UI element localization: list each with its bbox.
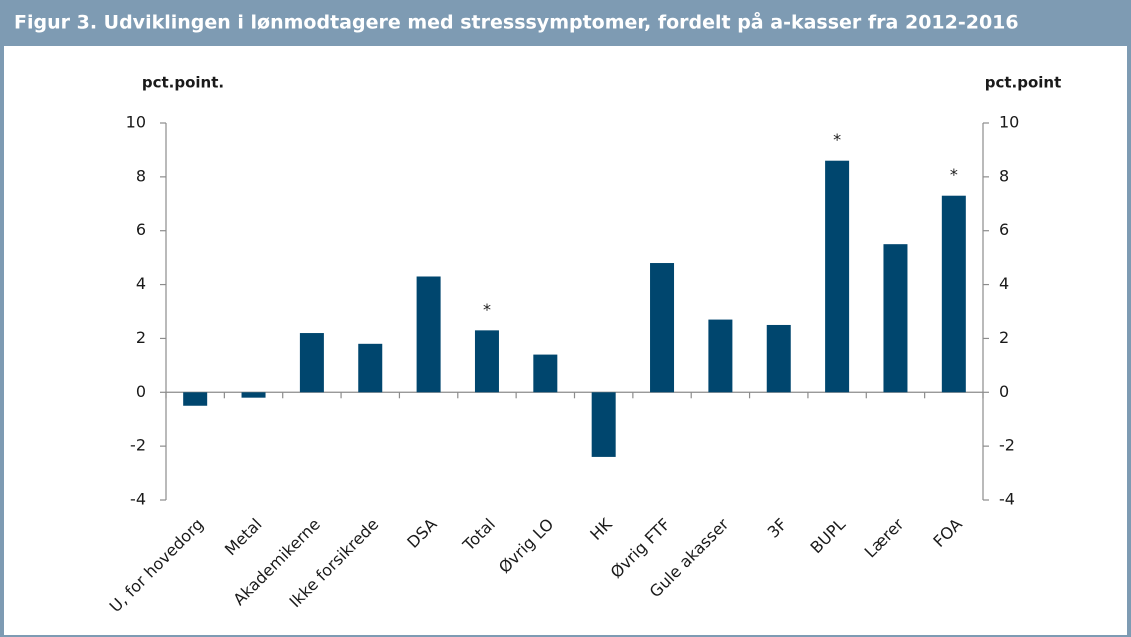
bar [474, 330, 499, 393]
y-tick-label: 0 [136, 382, 146, 401]
y-tick-label: 10 [126, 113, 146, 132]
bar [299, 333, 324, 393]
y-tick-label: 2 [136, 328, 146, 347]
bar [183, 392, 208, 406]
x-tick-label: DSA [403, 515, 440, 552]
y2-tick-label: 8 [999, 166, 1009, 185]
y2-axis-label: pct.point [985, 74, 1062, 92]
y2-tick-label: 0 [999, 382, 1009, 401]
y-tick-label: 4 [136, 274, 146, 293]
x-tick-label: U, for hovedorg [106, 515, 208, 617]
annotation: * [950, 165, 958, 184]
bar [708, 319, 733, 393]
x-tick-label: Øvrig LO [495, 515, 557, 577]
x-tick-label: Metal [221, 515, 266, 560]
annotation: * [833, 130, 841, 149]
x-tick-label: BUPL [807, 515, 850, 558]
x-tick-label: Lærer [861, 514, 908, 561]
chart-title: Figur 3. Udviklingen i lønmodtagere med … [14, 10, 1019, 34]
y2-tick-label: 6 [999, 220, 1009, 239]
bar [533, 354, 558, 393]
bar [883, 244, 908, 393]
title-bar [0, 0, 1131, 44]
bar [650, 263, 675, 393]
y-axis-label: pct.point. [142, 74, 224, 92]
x-tick-label: Total [458, 515, 499, 556]
y2-tick-label: -2 [999, 436, 1015, 455]
y2-tick-label: 2 [999, 328, 1009, 347]
y-tick-label: 6 [136, 220, 146, 239]
bar [358, 343, 383, 393]
frame [0, 42, 1131, 637]
x-tick-label: FOA [929, 515, 965, 551]
x-tick-label: 3F [764, 515, 791, 542]
y-tick-label: -4 [130, 490, 146, 509]
y2-tick-label: 4 [999, 274, 1009, 293]
bar [416, 276, 441, 393]
bar [241, 392, 266, 398]
y-tick-label: 8 [136, 166, 146, 185]
annotation: * [483, 300, 491, 319]
bar [825, 160, 850, 393]
x-tick-label: HK [586, 514, 616, 544]
y-tick-label: -2 [130, 436, 146, 455]
bar [766, 324, 791, 393]
y2-tick-label: -4 [999, 490, 1015, 509]
y2-tick-label: 10 [999, 113, 1019, 132]
bar [941, 195, 966, 393]
bar [591, 392, 616, 457]
